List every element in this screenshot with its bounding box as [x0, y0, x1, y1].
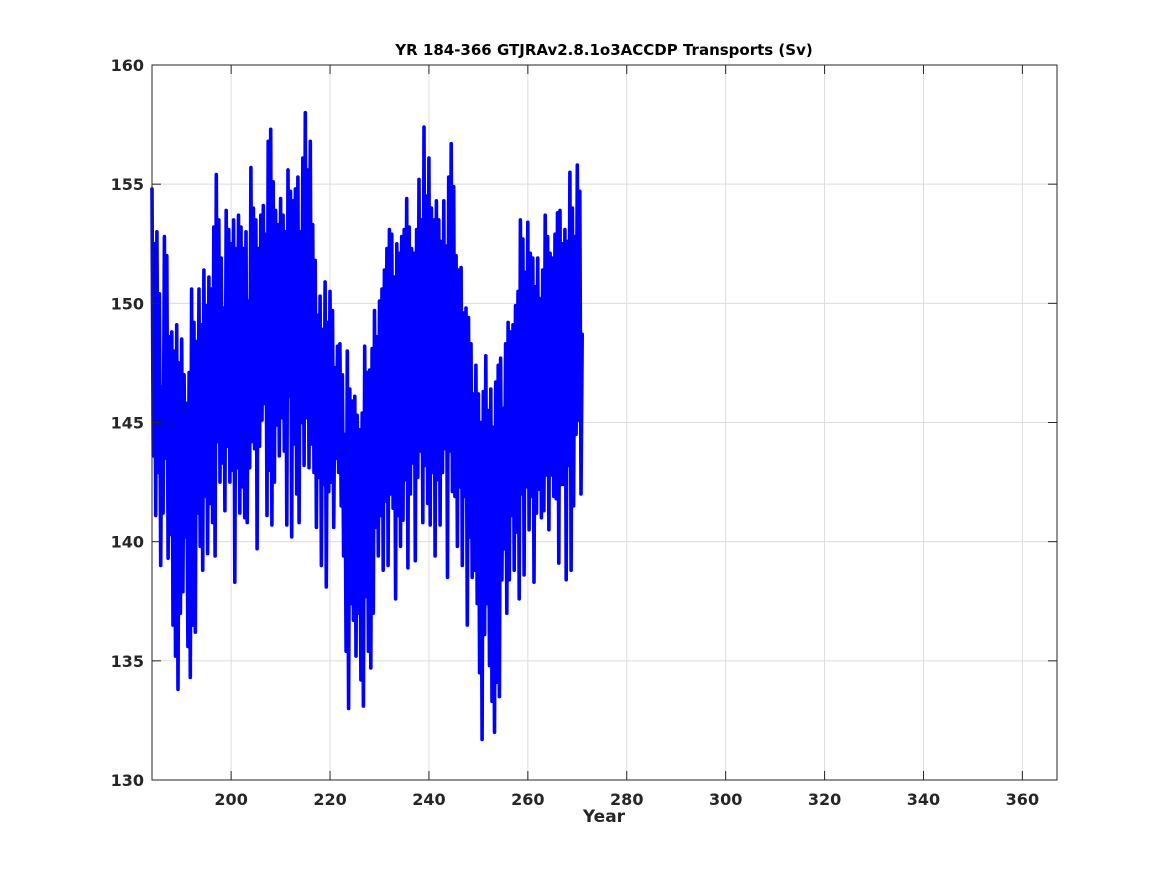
x-axis-label: Year: [582, 807, 626, 827]
x-tick-label: 280: [610, 790, 643, 809]
chart-title: YR 184-366 GTJRAv2.8.1o3ACCDP Transports…: [394, 41, 812, 59]
series-line-0: [150, 110, 585, 742]
x-tick-label: 360: [1006, 790, 1039, 809]
y-tick-label: 130: [111, 771, 144, 790]
x-tick-label: 260: [511, 790, 544, 809]
x-tick-label: 240: [412, 790, 445, 809]
x-tick-label: 200: [214, 790, 247, 809]
x-axis-ticks: 200 220 240 260 280 300 320 340 360: [214, 65, 1039, 809]
y-tick-label: 155: [111, 175, 144, 194]
x-tick-label: 320: [808, 790, 841, 809]
y-tick-label: 135: [111, 652, 144, 671]
x-tick-label: 220: [313, 790, 346, 809]
y-tick-label: 140: [111, 533, 144, 552]
y-axis-ticks: 130 135 140 145 150 155 160: [111, 56, 1057, 790]
x-tick-label: 340: [907, 790, 940, 809]
y-tick-label: 150: [111, 294, 144, 313]
y-tick-label: 160: [111, 56, 144, 75]
y-tick-label: 145: [111, 414, 144, 433]
x-tick-label: 300: [709, 790, 742, 809]
series-layer: [150, 110, 585, 742]
